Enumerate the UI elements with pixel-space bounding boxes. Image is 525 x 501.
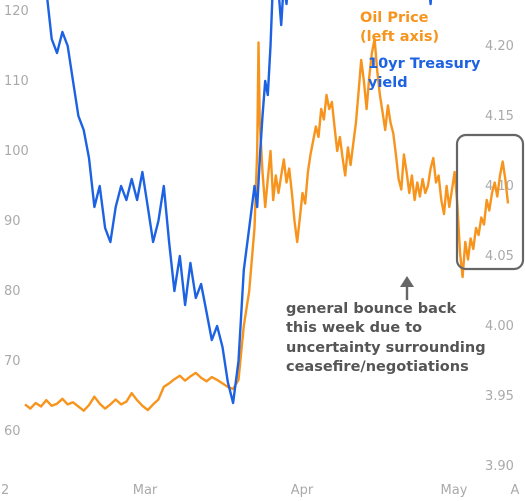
legend-treasury: 10yr Treasury yield	[368, 56, 481, 91]
left-tick-70: 70	[4, 354, 21, 369]
right-tick-3.90: 3.90	[485, 459, 514, 474]
highlight-box	[455, 133, 525, 271]
legend-treasury-line-2: yield	[368, 75, 408, 91]
annotation-line-2: this week due to	[286, 320, 422, 336]
x-tick-Mar: Mar	[133, 483, 158, 498]
annotation-line-1: general bounce back	[286, 301, 457, 317]
legend-oil-line-1: Oil Price	[360, 10, 429, 26]
x-tick-2: 2	[1, 483, 9, 498]
right-tick-4.15: 4.15	[485, 109, 514, 124]
annotation-text: general bounce back this week due to unc…	[286, 301, 486, 375]
x-tick-Apr: Apr	[291, 483, 314, 498]
right-tick-4.00: 4.00	[485, 319, 514, 334]
annotation-line-4: ceasefire/negotiations	[286, 359, 469, 375]
x-tick-May: May	[441, 483, 468, 498]
left-tick-80: 80	[4, 284, 21, 299]
legend-oil-line-2: (left axis)	[360, 29, 439, 45]
right-tick-4.20: 4.20	[485, 39, 514, 54]
treasury-yield-line	[46, 0, 433, 405]
right-tick-4.05: 4.05	[485, 249, 514, 264]
left-tick-90: 90	[4, 214, 21, 229]
oil-price-line	[24, 37, 510, 412]
left-tick-60: 60	[4, 424, 21, 439]
legend-treasury-line-1: 10yr Treasury	[368, 56, 481, 72]
left-tick-110: 110	[4, 74, 29, 89]
right-axis-ticks: 3.903.954.004.054.104.154.204.254.304.35…	[485, 39, 514, 474]
left-tick-120: 120	[4, 4, 29, 19]
right-tick-3.95: 3.95	[485, 389, 514, 404]
annotation-arrow	[400, 276, 414, 300]
legend-oil: Oil Price (left axis)	[360, 10, 439, 45]
x-tick-A: A	[511, 483, 520, 498]
annotation-line-3: uncertainty surrounding	[286, 340, 486, 356]
left-tick-100: 100	[4, 144, 29, 159]
x-axis-ticks: 2 Mar Apr May A	[1, 483, 520, 498]
left-axis-ticks: 60 70 80 90 100 110 120	[4, 4, 29, 439]
